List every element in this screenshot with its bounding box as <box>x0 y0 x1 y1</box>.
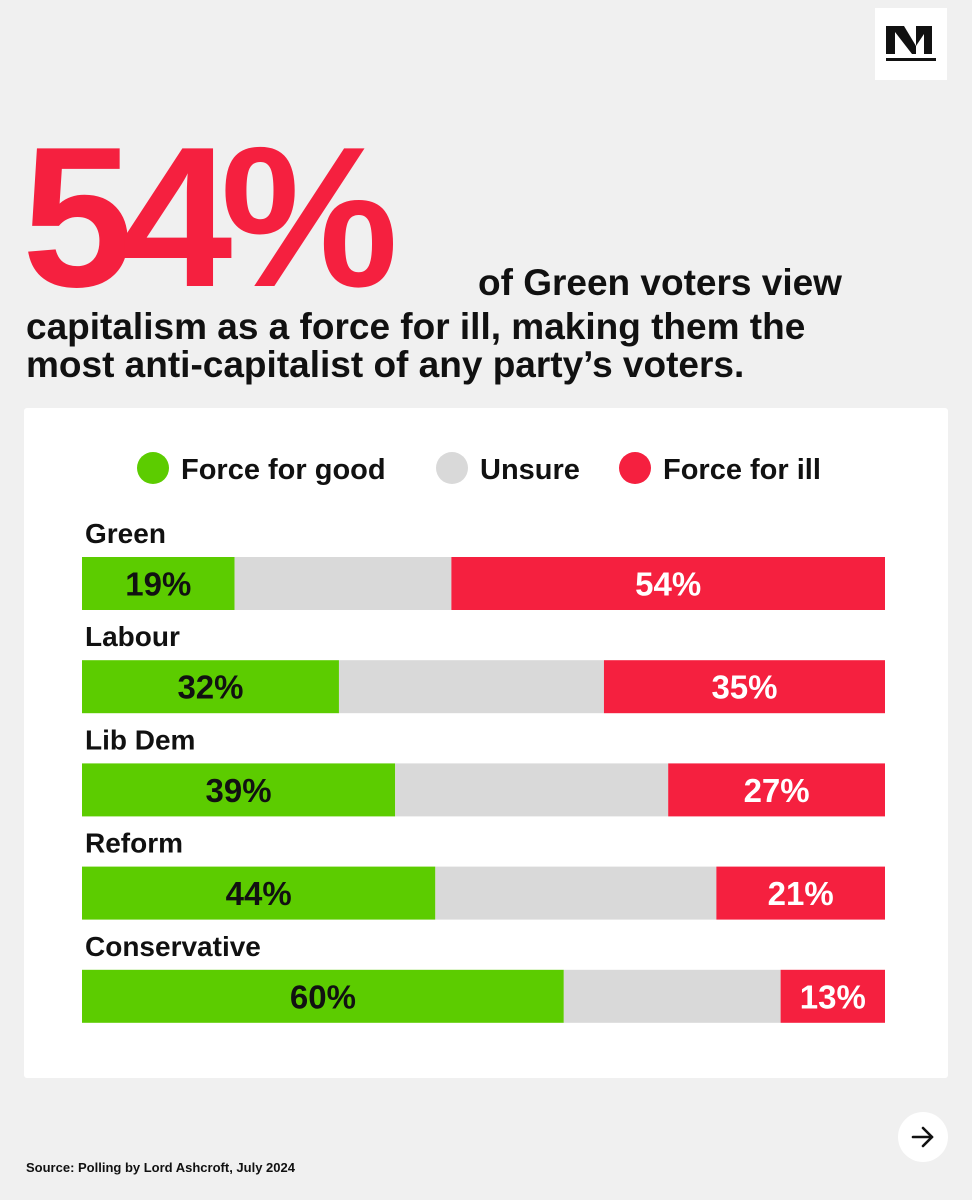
brand-logo <box>875 8 947 80</box>
bar-reform-force-for-good <box>82 866 436 920</box>
legend-swatch-unsure <box>436 452 468 484</box>
n-logo-icon <box>886 26 936 61</box>
category-label-reform: Reform <box>85 828 183 859</box>
bar-reform-unsure <box>435 866 717 920</box>
data-label-labour-force-for-good: 32% <box>177 669 243 706</box>
data-label-green-force-for-ill: 54% <box>635 566 701 603</box>
bar-conservative-force-for-good <box>82 969 564 1023</box>
bar-lib-dem-unsure <box>395 763 669 817</box>
arrow-right-icon <box>911 1126 934 1148</box>
data-label-conservative-force-for-good: 60% <box>290 978 356 1015</box>
legend-label-force-for-good: Force for good <box>181 454 386 486</box>
bar-conservative-unsure <box>563 969 781 1023</box>
bar-labour-unsure <box>338 660 604 714</box>
bar-reform-force-for-ill <box>716 866 885 920</box>
legend-label-force-for-ill: Force for ill <box>663 454 821 486</box>
next-button[interactable] <box>898 1112 948 1162</box>
legend-label-unsure: Unsure <box>480 454 580 486</box>
chart-card: Force for good Unsure Force for ill Gree… <box>24 408 948 1078</box>
bar-labour-force-for-good <box>82 660 339 714</box>
data-label-lib-dem-force-for-ill: 27% <box>744 772 810 809</box>
headline-stat: 54% <box>22 106 398 329</box>
bar-green-force-for-good <box>82 557 235 610</box>
category-label-green: Green <box>85 518 166 549</box>
source-note: Source: Polling by Lord Ashcroft, July 2… <box>26 1160 295 1175</box>
bar-lib-dem-force-for-ill <box>668 763 885 817</box>
stacked-bar-chart: Green 19% 54% Labour 32% 35% Lib Dem 39% 27% Refo… <box>82 518 885 1023</box>
bar-green-force-for-ill <box>451 557 885 610</box>
headline-line-3: most anti-capitalist of any party’s vote… <box>26 344 745 385</box>
bar-green-unsure <box>234 557 452 610</box>
headline-line-2: capitalism as a force for ill, making th… <box>26 306 806 347</box>
data-label-reform-force-for-ill: 21% <box>768 875 834 912</box>
data-label-reform-force-for-good: 44% <box>226 875 292 912</box>
category-label-lib-dem: Lib Dem <box>85 724 195 755</box>
legend-swatch-force-for-good <box>137 452 169 484</box>
category-label-labour: Labour <box>85 621 180 652</box>
bar-lib-dem-force-for-good <box>82 763 396 817</box>
data-label-labour-force-for-ill: 35% <box>711 669 777 706</box>
data-label-green-force-for-good: 19% <box>125 566 191 603</box>
legend-swatch-force-for-ill <box>619 452 651 484</box>
category-label-conservative: Conservative <box>85 931 261 962</box>
headline-line-1: of Green voters view <box>478 262 842 303</box>
data-label-lib-dem-force-for-good: 39% <box>206 772 272 809</box>
data-label-conservative-force-for-ill: 13% <box>800 978 866 1015</box>
bar-conservative-force-for-ill <box>780 969 885 1023</box>
bar-labour-force-for-ill <box>603 660 885 714</box>
